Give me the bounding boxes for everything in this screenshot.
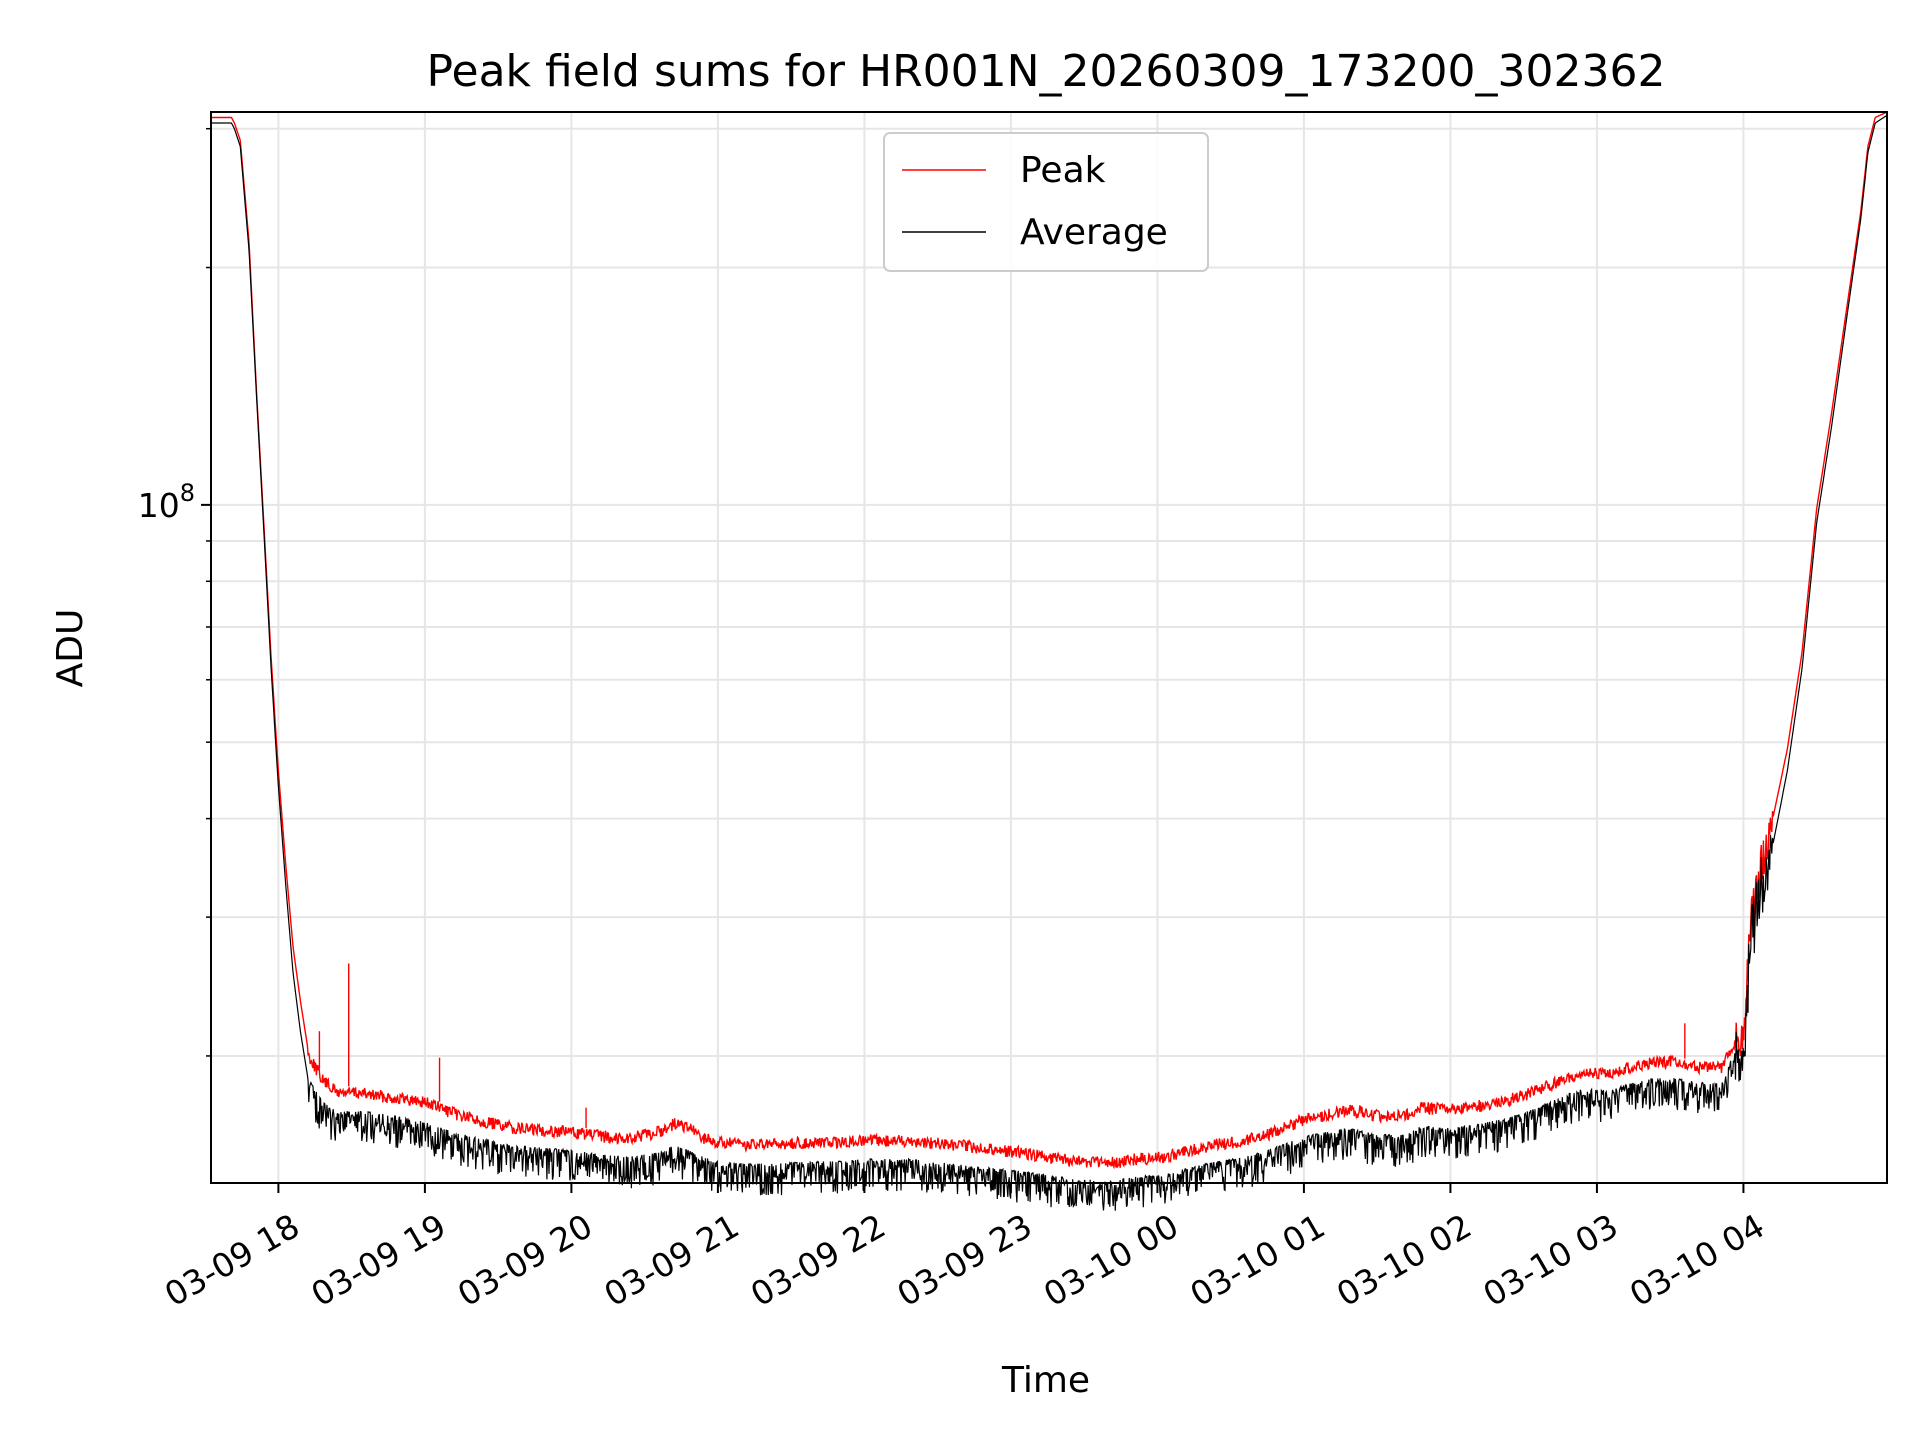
y-tick-label-base: 10 [138, 486, 180, 525]
legend-label-peak: Peak [1020, 150, 1106, 191]
legend-box [883, 132, 1209, 272]
series-group [211, 111, 1888, 1211]
y-tick-label-exponent: 8 [180, 479, 195, 507]
plot-frame [210, 111, 1888, 1184]
y-axis-label: ADU [50, 609, 91, 688]
series-line-average [211, 114, 1888, 1211]
chart-title: Peak field sums for HR001N_20260309_1732… [427, 46, 1666, 97]
legend-label-average: Average [1020, 212, 1168, 253]
legend: Peak Average [883, 132, 1209, 272]
x-axis-label: Time [1001, 1360, 1090, 1401]
grid [211, 112, 1887, 1183]
series-line-peak [211, 111, 1888, 1170]
y-tick-label: 108 [138, 479, 195, 525]
